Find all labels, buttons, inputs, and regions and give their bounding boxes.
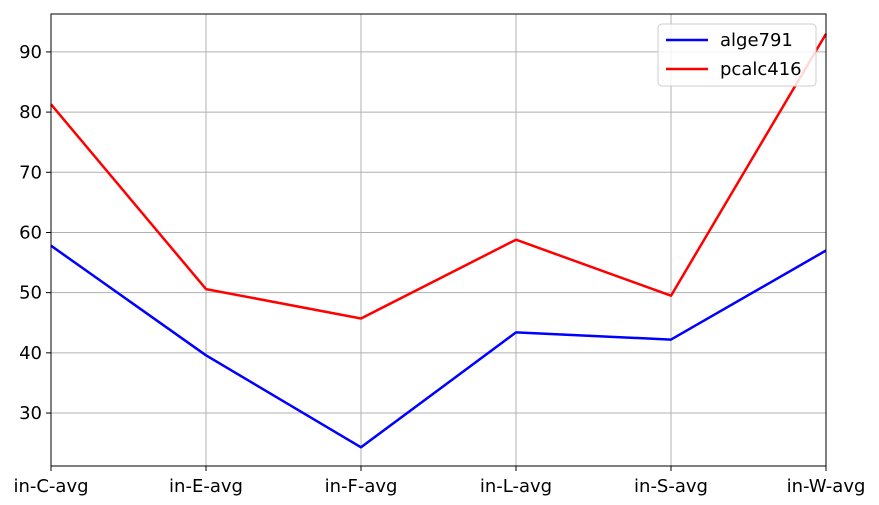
y-axis: 30 40 50 60 70 80 90 bbox=[19, 42, 51, 424]
series-layer bbox=[50, 33, 828, 449]
legend: alge791 pcalc416 bbox=[657, 23, 817, 87]
y-tick-label: 70 bbox=[19, 162, 42, 183]
x-tick-label: in-F-avg bbox=[325, 476, 398, 497]
series-line-pcalc416 bbox=[50, 33, 828, 320]
x-tick-label: in-L-avg bbox=[480, 476, 552, 497]
x-tick-label: in-S-avg bbox=[634, 476, 708, 497]
y-tick-label: 80 bbox=[19, 102, 42, 123]
y-tick-label: 40 bbox=[19, 343, 42, 364]
x-tick-label: in-W-avg bbox=[787, 476, 866, 497]
y-tick-label: 30 bbox=[19, 403, 42, 424]
y-tick-label: 60 bbox=[19, 222, 42, 243]
y-tick-label: 50 bbox=[19, 283, 42, 304]
plot-frame bbox=[50, 13, 827, 467]
x-axis: in-C-avg in-E-avg in-F-avg in-L-avg in-S-avg… bbox=[13, 466, 865, 497]
legend-label-pcalc416: pcalc416 bbox=[720, 59, 802, 80]
x-tick-label: in-E-avg bbox=[169, 476, 243, 497]
legend-label-alge791: alge791 bbox=[720, 30, 793, 51]
x-tick-label: in-C-avg bbox=[13, 476, 88, 497]
y-tick-label: 90 bbox=[19, 42, 42, 63]
series-line-alge791 bbox=[50, 244, 827, 449]
